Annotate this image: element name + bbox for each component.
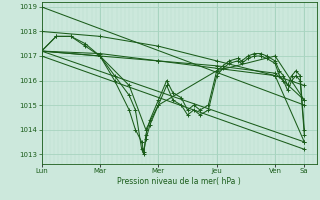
X-axis label: Pression niveau de la mer( hPa ): Pression niveau de la mer( hPa ) <box>117 177 241 186</box>
